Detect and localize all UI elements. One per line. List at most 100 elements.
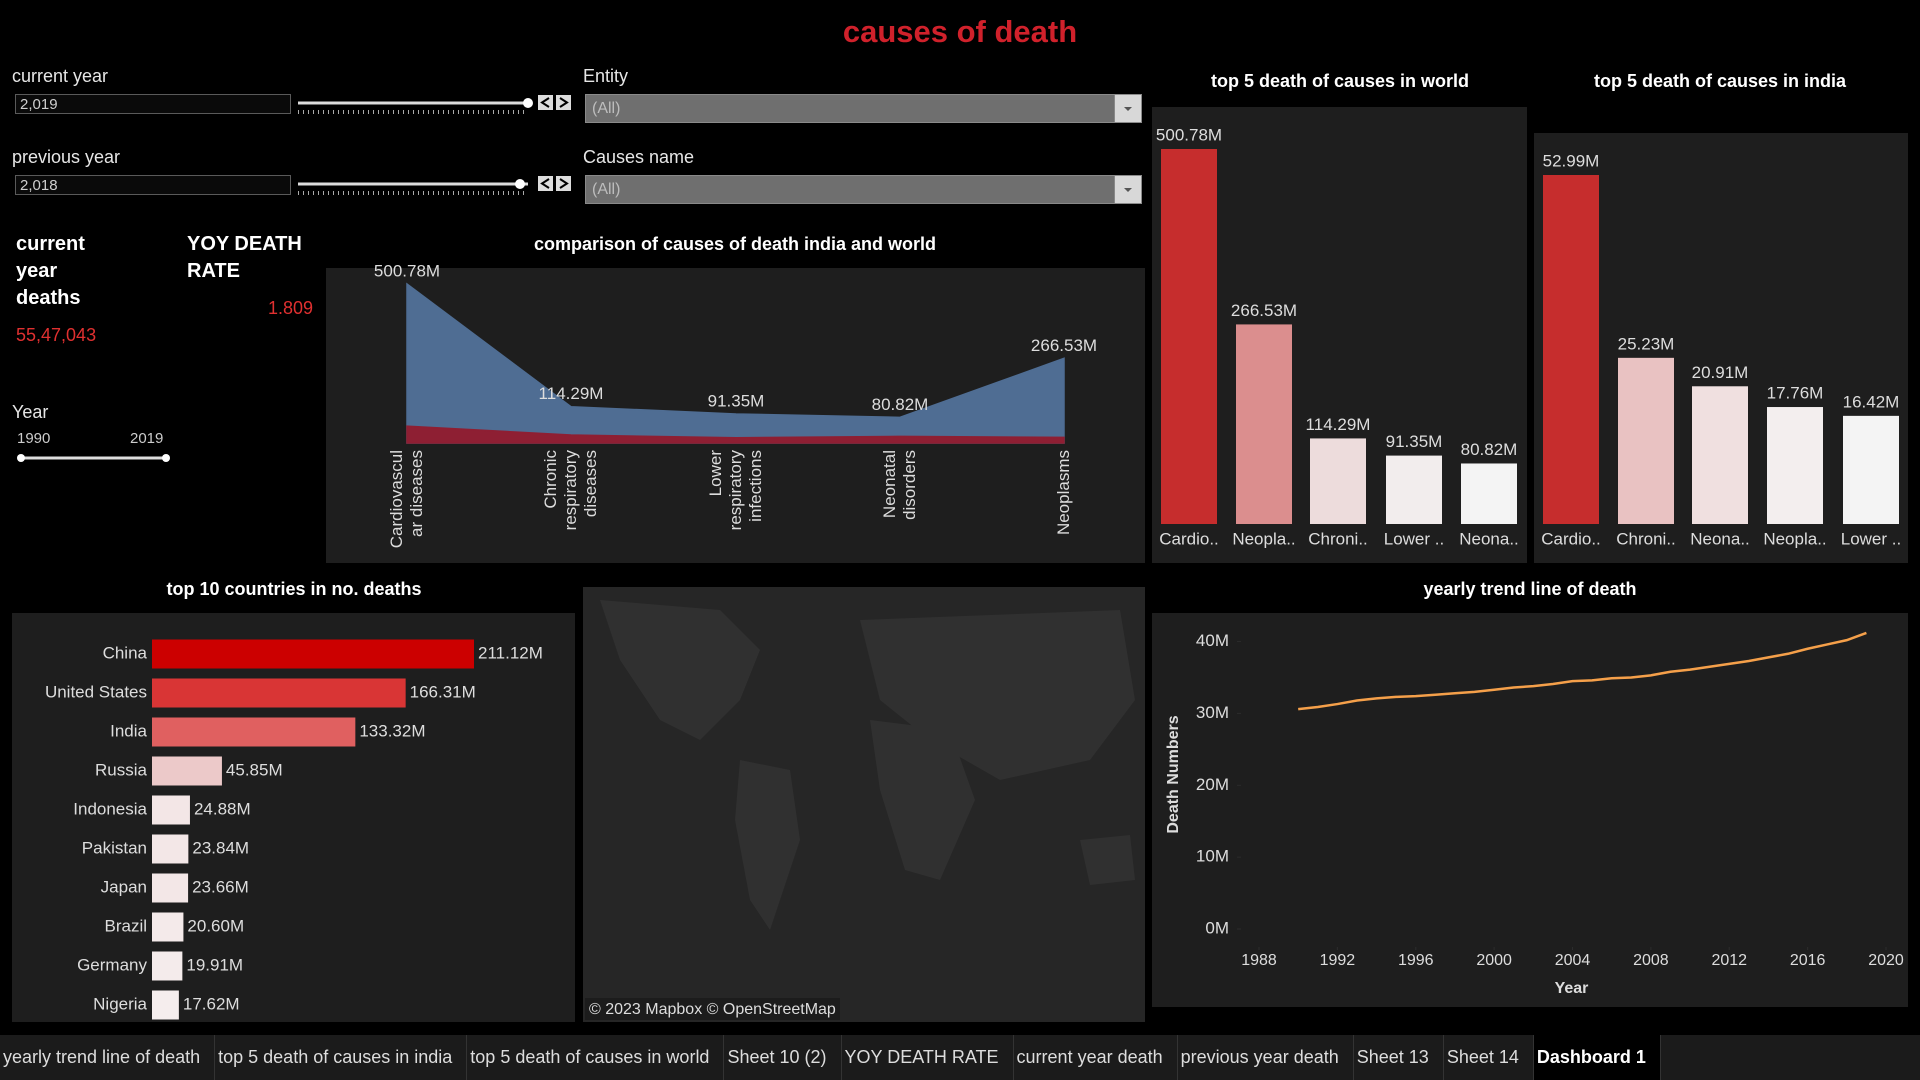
x-tick-label: 2016 — [1790, 952, 1826, 969]
x-tick-label: 1996 — [1398, 952, 1434, 969]
y-tick-label: India — [110, 721, 147, 740]
range-thumb[interactable] — [17, 454, 25, 462]
y-tick-label: 20M — [1196, 775, 1229, 794]
x-tick-label: 2012 — [1711, 952, 1747, 969]
year-slider[interactable] — [294, 173, 584, 203]
range-slider[interactable] — [12, 448, 182, 468]
land — [870, 720, 975, 880]
value-label: 25.23M — [1618, 334, 1675, 353]
x-axis-title: Year — [1555, 980, 1589, 997]
entity-dropdown[interactable]: (All) — [585, 94, 1142, 123]
value-label: 20.60M — [187, 916, 244, 935]
x-tick-label: Neona.. — [1459, 529, 1519, 548]
y-tick-label: China — [103, 643, 148, 662]
bar — [152, 678, 406, 708]
value-label: 91.35M — [1386, 432, 1443, 451]
x-tick-label: Neopla.. — [1232, 529, 1295, 548]
value-label: 45.85M — [226, 760, 283, 779]
y-axis-title: Death Numbers — [1165, 715, 1182, 833]
dropdown-value: (All) — [592, 181, 621, 198]
y-tick-label: Germany — [77, 955, 147, 974]
x-tick-label: 1992 — [1320, 952, 1356, 969]
x-tick-label: 1988 — [1241, 952, 1277, 969]
bar — [1461, 463, 1517, 524]
y-tick-label: Japan — [101, 877, 147, 896]
sheet-tab[interactable]: Sheet 13 — [1354, 1035, 1444, 1080]
value-label: 211.12M — [478, 643, 543, 662]
causes-dropdown[interactable]: (All) — [585, 175, 1142, 204]
y-tick-label: 10M — [1196, 847, 1229, 866]
sheet-tab[interactable]: yearly trend line of death — [0, 1035, 216, 1080]
x-tick-label: 2008 — [1633, 952, 1669, 969]
x-tick-label: 2000 — [1476, 952, 1512, 969]
value-label: 266.53M — [1031, 336, 1097, 355]
value-label: 500.78M — [1156, 125, 1222, 144]
value-label: 23.84M — [192, 838, 249, 857]
prev-icon — [540, 178, 550, 189]
kpi-value: 1.809 — [267, 298, 313, 318]
sheet-tab[interactable]: Dashboard 1 — [1533, 1035, 1661, 1080]
filter-label: current year — [12, 66, 109, 86]
sheet-tab[interactable]: previous year death — [1178, 1035, 1354, 1080]
value-label: 80.82M — [1461, 440, 1518, 459]
value-label: 500.78M — [374, 261, 440, 280]
sheet-tab[interactable]: top 5 death of causes in world — [467, 1035, 725, 1080]
bar — [1692, 386, 1748, 524]
x-tick-label: Cardio.. — [1541, 529, 1601, 548]
range-max: 2019 — [130, 430, 164, 447]
slider-thumb[interactable] — [523, 98, 533, 108]
value-label: 266.53M — [1231, 301, 1297, 320]
x-tick-label: Lower .. — [1384, 529, 1444, 548]
y-tick-label: 30M — [1196, 703, 1229, 722]
chart-title: comparison of causes of death india and … — [534, 234, 936, 254]
year-slider[interactable] — [294, 92, 584, 122]
y-tick-label: United States — [45, 682, 147, 701]
value-label: 114.29M — [539, 384, 604, 403]
chart-title: top 5 death of causes in world — [1211, 71, 1469, 91]
sheet-tab[interactable]: top 5 death of causes in india — [215, 1035, 468, 1080]
sheet-tab[interactable]: YOY DEATH RATE — [842, 1035, 1014, 1080]
panel — [1152, 613, 1908, 1007]
year-input[interactable]: 2,019 — [15, 94, 291, 114]
filter-label: Causes name — [583, 147, 695, 167]
value-label: 16.42M — [1843, 392, 1900, 411]
y-tick-label: Indonesia — [73, 799, 147, 818]
range-thumb[interactable] — [162, 454, 170, 462]
sheet-tab[interactable]: Sheet 14 — [1444, 1035, 1534, 1080]
sheet-tab[interactable]: Sheet 10 (2) — [724, 1035, 842, 1080]
value-label: 23.66M — [192, 877, 249, 896]
bar — [1767, 407, 1823, 524]
sheet-tab[interactable]: current year death — [1014, 1035, 1178, 1080]
line — [1298, 631, 1867, 711]
range-min: 1990 — [17, 430, 51, 447]
tab-bar: yearly trend line of death top 5 death of… — [0, 1035, 1920, 1080]
slider-thumb[interactable] — [515, 179, 525, 189]
charts: © 2023 Mapbox © OpenStreetMap comparison… — [12, 71, 1908, 1022]
bar — [1310, 438, 1366, 524]
filter-label: Year — [12, 402, 49, 422]
bar — [152, 951, 183, 981]
y-tick-label: Nigeria — [93, 994, 147, 1013]
dropdown-arrow[interactable] — [1114, 95, 1141, 122]
kpi-label: YOY DEATH RATE — [187, 233, 302, 282]
filter-label: Entity — [583, 66, 629, 86]
bar — [152, 873, 189, 903]
y-tick-label: 40M — [1196, 631, 1229, 650]
y-tick-label: Brazil — [104, 916, 147, 935]
area — [406, 282, 1065, 444]
area — [406, 425, 1065, 444]
kpi-label: current year deaths — [16, 233, 85, 309]
attribution-bg — [585, 998, 840, 1020]
bar — [152, 639, 474, 669]
bar — [1543, 175, 1599, 524]
chart-title: top 10 countries in no. deaths — [166, 579, 421, 599]
dropdown-arrow[interactable] — [1114, 176, 1141, 203]
x-tick-label: Chroni.. — [1308, 529, 1368, 548]
value-label: 24.88M — [194, 799, 251, 818]
chart-title: yearly trend line of death — [1423, 579, 1636, 599]
map[interactable]: © 2023 Mapbox © OpenStreetMap — [583, 587, 1145, 1022]
year-input[interactable]: 2,018 — [15, 175, 291, 195]
value-label: 114.29M — [1306, 415, 1371, 434]
dropdown-value: (All) — [592, 100, 621, 117]
